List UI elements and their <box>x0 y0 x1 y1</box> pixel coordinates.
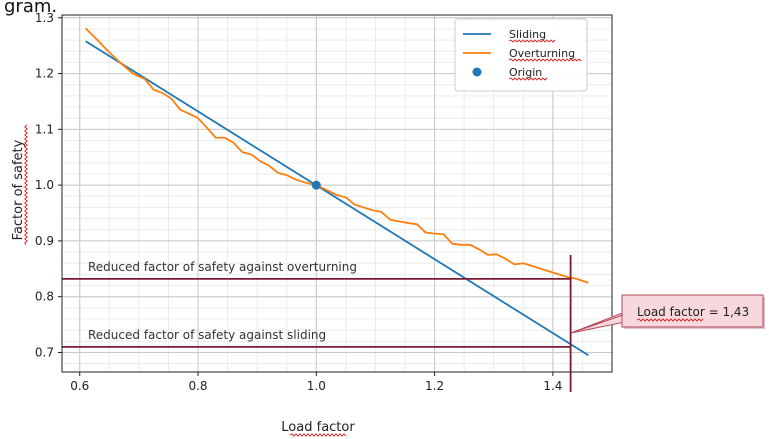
series-line-overturning <box>85 27 589 284</box>
annotation-label-sliding: Reduced factor of safety against sliding <box>88 328 326 342</box>
x-tick-label: 0.8 <box>188 379 207 393</box>
top-text-fragment: gram. <box>4 0 57 17</box>
series-layer <box>85 27 589 357</box>
callout-pointer-edge <box>570 314 624 334</box>
legend-box <box>454 18 588 92</box>
y-tick-label: 1.0 <box>35 178 54 192</box>
series-point-origin <box>311 180 321 190</box>
legend-label-spellcheck-underline <box>508 39 556 43</box>
y-axis-label-spellcheck-underline <box>24 124 28 246</box>
y-axis: 0.7 0.8 0.9 1.0 1.1 1.2 1.3 <box>35 11 62 359</box>
legend-label-origin: Origin <box>509 66 542 79</box>
x-axis-label: Load factor <box>281 420 355 435</box>
callout-label: Load factor = 1,43 <box>637 305 749 319</box>
legend: Sliding Overturning Origin <box>454 18 588 92</box>
legend-label-spellcheck-underline <box>508 77 548 81</box>
legend-label-overturning: Overturning <box>509 47 575 60</box>
x-tick-label: 1.2 <box>425 379 444 393</box>
y-axis-label: Factor of safety <box>11 139 26 240</box>
load-factor-callout: Load factor = 1,43 <box>570 294 765 334</box>
major-grid <box>62 15 612 372</box>
x-tick-label: 1.0 <box>307 379 326 393</box>
plot-frame <box>61 14 613 373</box>
y-tick-label: 0.7 <box>35 345 54 359</box>
legend-swatch-origin <box>472 67 482 77</box>
x-axis: 0.6 0.8 1.0 1.2 1.4 <box>70 372 562 393</box>
callout-spellcheck-underline <box>636 318 704 322</box>
y-tick-label: 1.2 <box>35 67 54 81</box>
legend-label-sliding: Sliding <box>509 28 546 41</box>
x-axis-label-spellcheck-underline <box>289 433 347 437</box>
annotation-layer: Reduced factor of safety against overtur… <box>62 255 572 392</box>
y-tick-label: 0.9 <box>35 234 54 248</box>
series-line-sliding <box>85 40 589 357</box>
y-tick-label: 1.3 <box>35 11 54 25</box>
x-tick-label: 1.4 <box>543 379 562 393</box>
x-tick-label: 0.6 <box>70 379 89 393</box>
callout-box <box>621 294 764 328</box>
y-tick-label: 0.8 <box>35 290 54 304</box>
legend-label-spellcheck-underline <box>508 58 582 62</box>
y-tick-label: 1.1 <box>35 122 54 136</box>
annotation-label-overturning: Reduced factor of safety against overtur… <box>88 260 357 274</box>
